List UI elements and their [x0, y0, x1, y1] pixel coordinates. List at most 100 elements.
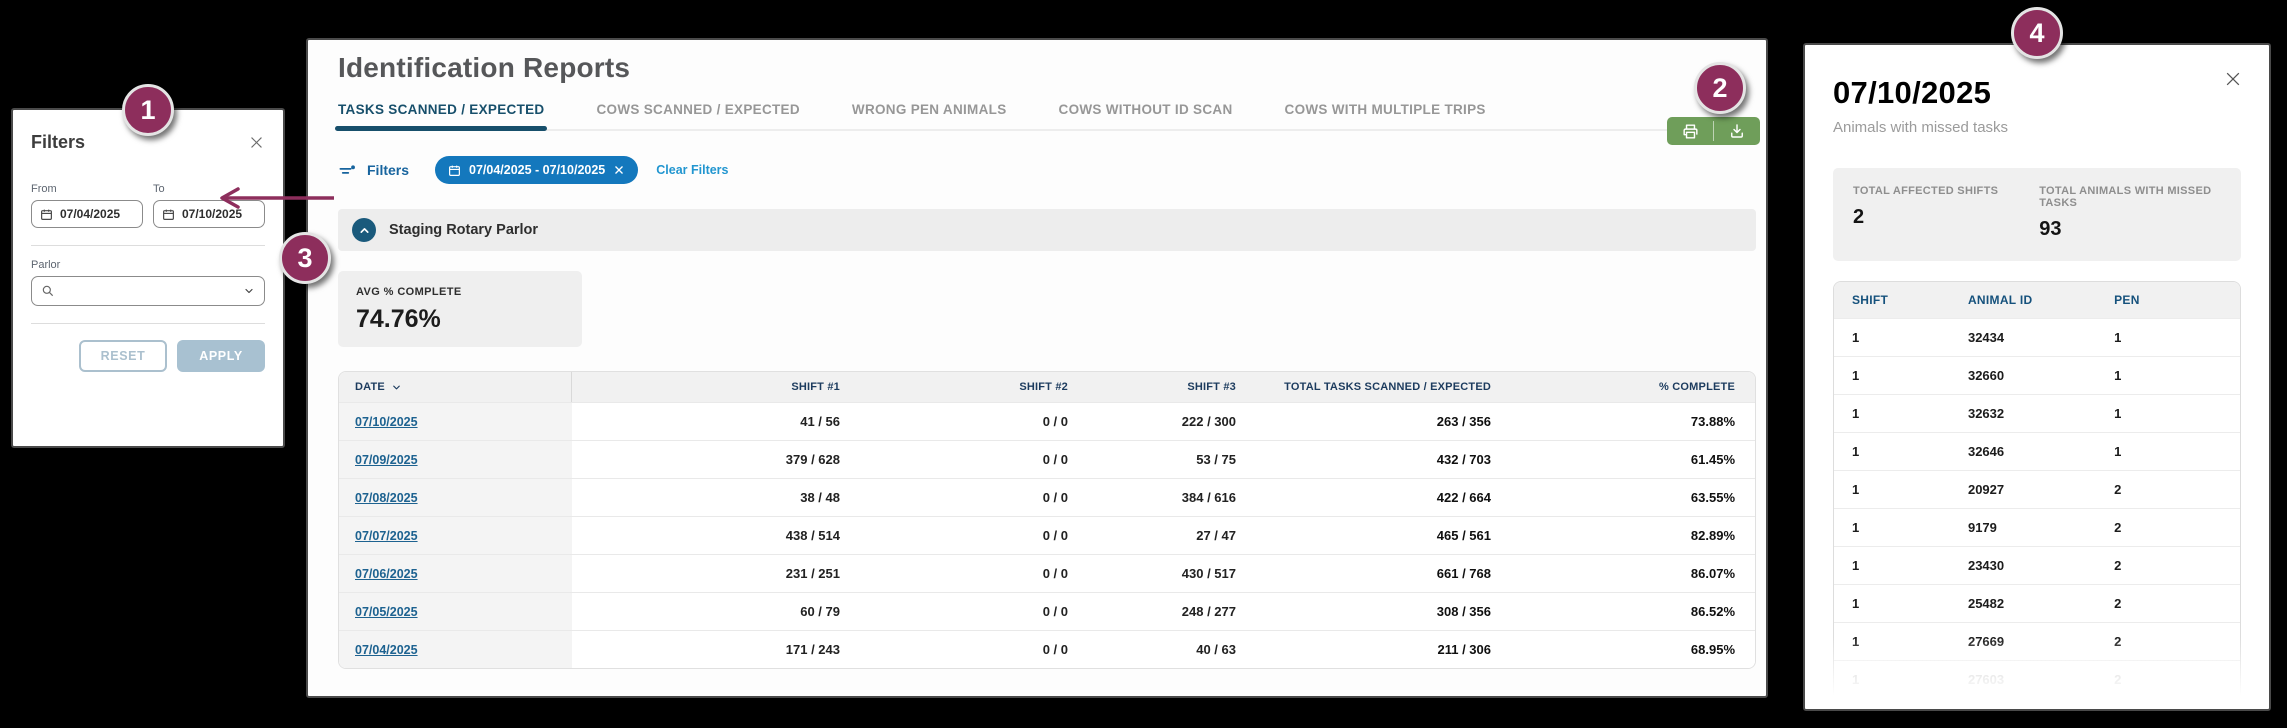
- table-row: 07/06/2025 231 / 251 0 / 0 430 / 517 661…: [339, 554, 1755, 592]
- cell-pct: 82.89%: [1690, 528, 1735, 543]
- table-row: 1 32646 1: [1834, 432, 2240, 470]
- download-icon: [1731, 124, 1743, 138]
- date-link[interactable]: 07/08/2025: [355, 490, 418, 505]
- date-link[interactable]: 07/04/2025: [355, 642, 418, 657]
- table-row: 1 23430 2: [1834, 546, 2240, 584]
- download-button[interactable]: [1714, 117, 1760, 145]
- export-button-group: [1667, 117, 1760, 145]
- column-header-pct: % COMPLETE: [1659, 381, 1735, 393]
- cell-animal-id: 9179: [1967, 520, 1997, 535]
- calendar-icon: [41, 209, 52, 220]
- cell-total: 661 / 768: [1436, 566, 1491, 581]
- close-icon[interactable]: [248, 134, 265, 151]
- tab[interactable]: COWS WITH MULTIPLE TRIPS: [1285, 98, 1486, 129]
- detail-stats-card: TOTAL AFFECTED SHIFTS 2 TOTAL ANIMALS WI…: [1833, 168, 2241, 261]
- calendar-icon: [163, 209, 174, 220]
- date-link[interactable]: 07/06/2025: [355, 566, 418, 581]
- cell-shift: 1: [1852, 634, 1860, 649]
- cell-shift1: 231 / 251: [785, 566, 840, 581]
- tab-label: COWS WITHOUT ID SCAN: [1058, 102, 1233, 117]
- missed-tasks-table: SHIFT ANIMAL ID PEN 1 32434 1 1 32660 1 …: [1833, 281, 2241, 709]
- column-header-animal-id: ANIMAL ID: [1967, 293, 2033, 307]
- cell-total: 465 / 561: [1436, 528, 1491, 543]
- parlor-select[interactable]: [31, 276, 265, 306]
- affected-shifts-label: TOTAL AFFECTED SHIFTS: [1853, 185, 1999, 197]
- cell-shift2: 0 / 0: [1042, 490, 1068, 505]
- annotation-badge-4: 4: [2011, 7, 2063, 59]
- avg-complete-card: AVG % COMPLETE 74.76%: [338, 271, 582, 347]
- date-link[interactable]: 07/10/2025: [355, 414, 418, 429]
- cell-pen: 1: [2114, 330, 2122, 345]
- annotation-badge-3: 3: [279, 232, 331, 284]
- reports-table: DATE SHIFT #1 SHIFT #2 SHIFT #3 TOTAL TA…: [338, 371, 1756, 669]
- from-label: From: [31, 183, 57, 195]
- print-button[interactable]: [1667, 117, 1713, 145]
- cell-shift1: 379 / 628: [785, 452, 840, 467]
- avg-complete-value: 74.76%: [356, 305, 441, 333]
- reset-button[interactable]: RESET: [79, 340, 167, 372]
- table-row: 1 9179 2: [1834, 508, 2240, 546]
- missed-tasks-detail-panel: 07/10/2025 Animals with missed tasks TOT…: [1803, 43, 2271, 711]
- divider: [31, 245, 265, 246]
- table-row: 07/05/2025 60 / 79 0 / 0 248 / 277 308 /…: [339, 592, 1755, 630]
- from-date-input[interactable]: 07/04/2025: [31, 200, 143, 228]
- cell-pen: 2: [2114, 596, 2122, 611]
- sort-chevron-icon: [393, 385, 400, 389]
- table-row: 07/09/2025 379 / 628 0 / 0 53 / 75 432 /…: [339, 440, 1755, 478]
- chip-label: 07/04/2025 - 07/10/2025: [469, 163, 606, 177]
- cell-shift3: 248 / 277: [1181, 604, 1236, 619]
- identification-reports-panel: Identification Reports TASKS SCANNED / E…: [306, 38, 1768, 698]
- section-title: Staging Rotary Parlor: [389, 222, 539, 238]
- date-link[interactable]: 07/09/2025: [355, 452, 418, 467]
- table-row: 1 32632 1: [1834, 394, 2240, 432]
- cell-total: 308 / 356: [1436, 604, 1491, 619]
- cell-pct: 63.55%: [1690, 490, 1735, 505]
- clear-filters-link[interactable]: Clear Filters: [656, 163, 729, 177]
- parlor-section-header[interactable]: Staging Rotary Parlor: [338, 209, 1756, 251]
- tab[interactable]: WRONG PEN ANIMALS: [852, 98, 1007, 129]
- cell-shift: 1: [1852, 482, 1860, 497]
- divider: [31, 323, 265, 324]
- cell-shift: 1: [1852, 330, 1860, 345]
- printer-icon: [1682, 123, 1698, 139]
- table-row: 1 27669 2: [1834, 622, 2240, 660]
- filters-label: Filters: [367, 162, 410, 178]
- cell-shift3: 384 / 616: [1181, 490, 1236, 505]
- column-header-shift2: SHIFT #2: [1019, 381, 1068, 393]
- cell-animal-id: 25336: [1968, 699, 2114, 709]
- table-row: 07/04/2025 171 / 243 0 / 0 40 / 63 211 /…: [339, 630, 1755, 668]
- table-row: 07/10/2025 41 / 56 0 / 0 222 / 300 263 /…: [339, 402, 1755, 440]
- affected-shifts-value: 2: [1853, 206, 1865, 228]
- cell-shift1: 438 / 514: [785, 528, 840, 543]
- date-link[interactable]: 07/05/2025: [355, 604, 418, 619]
- tab[interactable]: TASKS SCANNED / EXPECTED: [334, 98, 548, 131]
- divider: [1713, 121, 1714, 141]
- cell-shift: 1: [1852, 596, 1860, 611]
- column-header-total: TOTAL TASKS SCANNED / EXPECTED: [1284, 381, 1491, 393]
- cell-shift3: 53 / 75: [1196, 452, 1236, 467]
- collapse-chevron-icon[interactable]: [352, 218, 376, 242]
- date-range-chip[interactable]: 07/04/2025 - 07/10/2025: [435, 156, 639, 184]
- date-link[interactable]: 07/07/2025: [355, 528, 418, 543]
- to-date-input[interactable]: 07/10/2025: [153, 200, 265, 228]
- detail-date-title: 07/10/2025: [1833, 75, 1992, 110]
- cell-pen: 2: [2114, 482, 2122, 497]
- to-label: To: [153, 183, 165, 195]
- tab[interactable]: COWS WITHOUT ID SCAN: [1059, 98, 1233, 129]
- cell-animal-id: 27669: [1967, 634, 2005, 649]
- column-header-date[interactable]: DATE: [339, 372, 572, 402]
- table-row: 1 25482 2: [1834, 584, 2240, 622]
- cell-total: 422 / 664: [1436, 490, 1491, 505]
- close-icon[interactable]: [2223, 69, 2243, 89]
- cell-animal-id: 32646: [1967, 444, 2005, 459]
- filters-panel: Filters From 07/04/2025 To: [11, 108, 285, 448]
- tab[interactable]: COWS SCANNED / EXPECTED: [596, 98, 799, 129]
- cell-shift2: 0 / 0: [1042, 604, 1068, 619]
- cell-shift2: 0 / 0: [1042, 642, 1068, 657]
- cell-total: 432 / 703: [1436, 452, 1491, 467]
- cell-shift: 1: [1852, 520, 1860, 535]
- apply-button[interactable]: APPLY: [177, 340, 265, 372]
- chip-remove-icon[interactable]: [613, 164, 625, 176]
- parlor-label: Parlor: [31, 259, 61, 271]
- cell-total: 211 / 306: [1437, 642, 1492, 657]
